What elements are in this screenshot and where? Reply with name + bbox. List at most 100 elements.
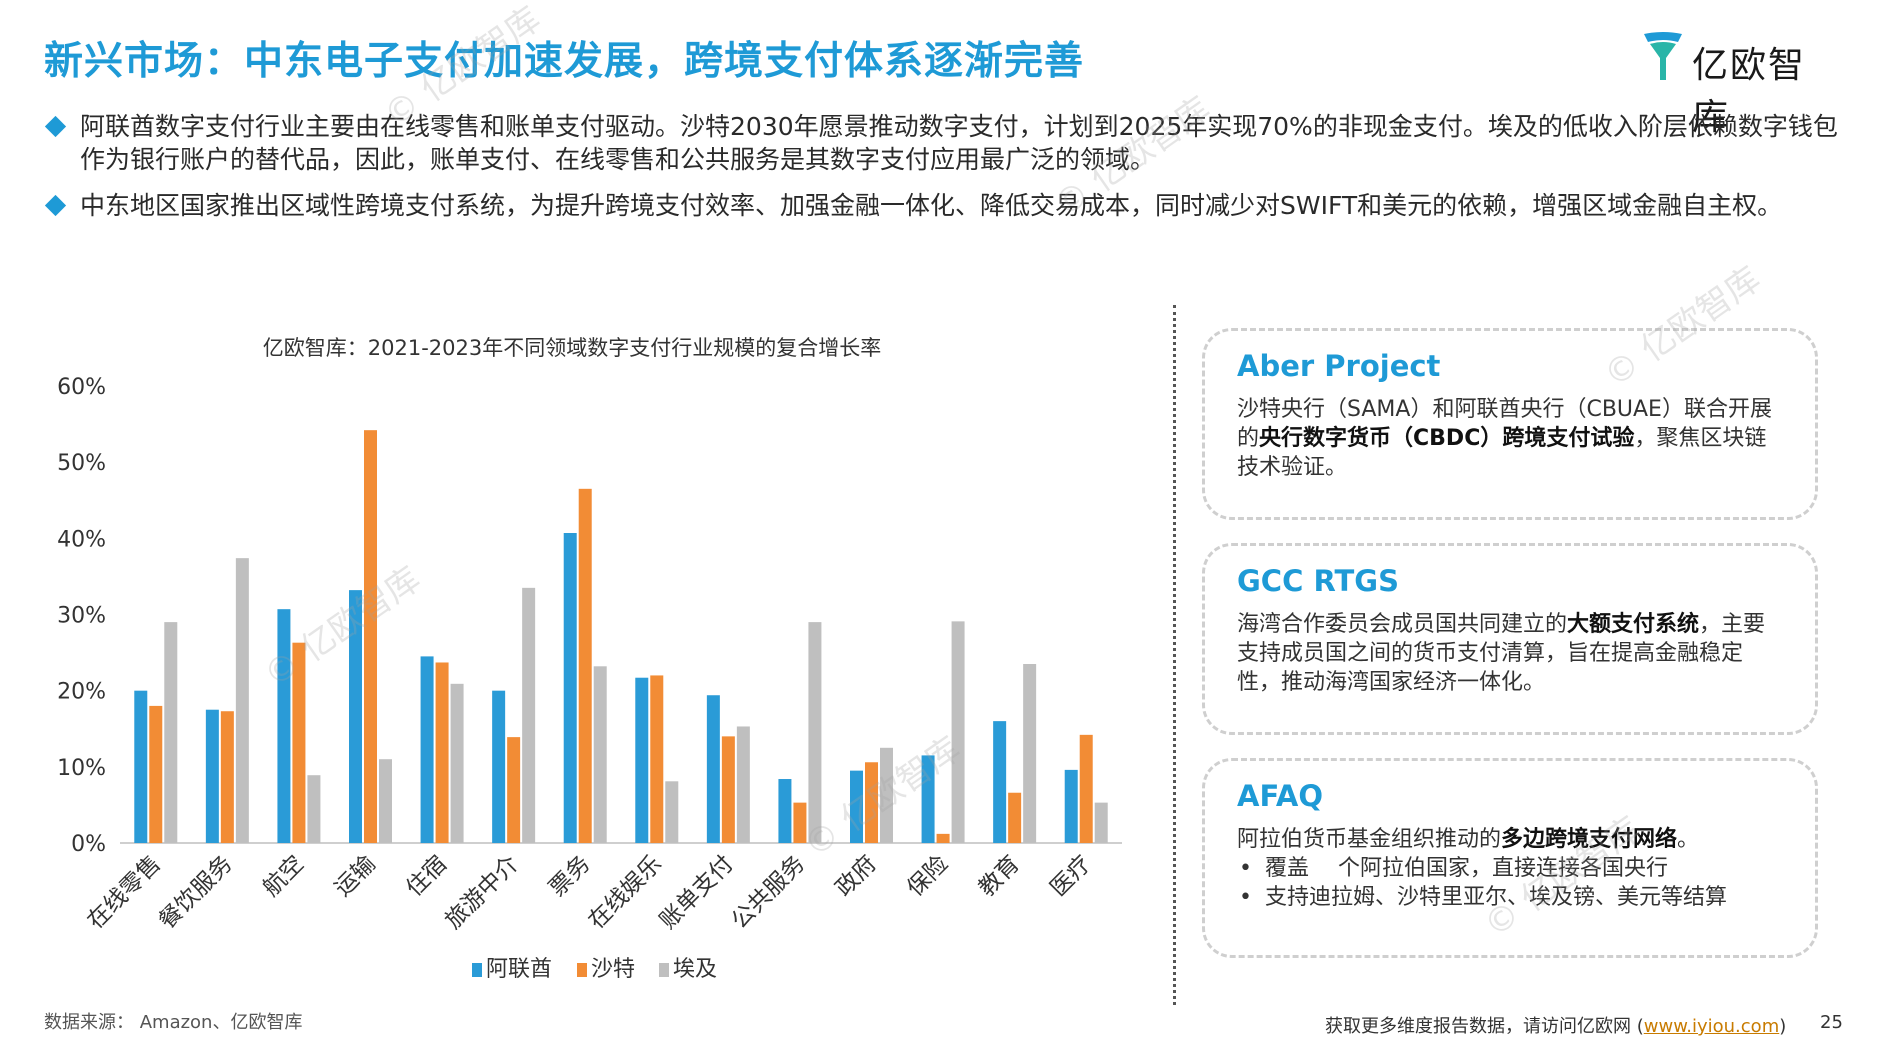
x-tick-label: 票务 [545, 851, 596, 902]
y-tick-label: 0% [71, 832, 106, 857]
card-gcc-rtgs: GCC RTGS 海湾合作委员会成员国共同建立的大额支付系统，主要支持成员国之间… [1202, 543, 1818, 735]
bar-阿联酋 [349, 590, 362, 843]
bar-沙特 [435, 662, 449, 843]
bar-埃及 [522, 587, 536, 843]
x-tick-label: 保险 [902, 851, 953, 902]
bar-阿联酋 [993, 721, 1007, 843]
vertical-divider [1173, 305, 1176, 1005]
bar-埃及 [951, 621, 965, 843]
y-tick-label: 50% [57, 451, 106, 476]
bar-沙特 [507, 737, 521, 843]
logo-text: 亿欧智库 [1692, 45, 1807, 138]
growth-rate-bar-chart: 亿欧智库：2021-2023年不同领域数字支付行业规模的复合增长率 0% 10% 2… [57, 336, 1122, 982]
website-link[interactable]: www.iyiou.com [1643, 1016, 1780, 1037]
legend-swatch [577, 963, 587, 977]
legend-swatch [659, 963, 669, 977]
bar-埃及 [593, 666, 607, 843]
chart-title: 亿欧智库：2021-2023年不同领域数字支付行业规模的复合增长率 [263, 336, 881, 360]
card-title: AFAQ [1237, 779, 1324, 813]
legend-label: 埃及 [673, 957, 717, 982]
bar-沙特 [292, 642, 306, 843]
y-tick-label: 20% [57, 680, 106, 705]
x-tick-label: 在线娱乐 [584, 851, 667, 934]
x-tick-label: 医疗 [1046, 851, 1097, 902]
card-title: GCC RTGS [1237, 564, 1399, 598]
card-list: 覆盖 个阿拉伯国家，直接连接各国央行 支持迪拉姆、沙特里亚尔、埃及镑、美元等结算 [1237, 854, 1785, 912]
chart-legend: 阿联酋 沙特 埃及 [472, 957, 717, 982]
card-title: Aber Project [1237, 349, 1441, 383]
x-tick-label: 旅游中介 [440, 851, 523, 934]
bar-沙特 [1008, 792, 1022, 843]
diamond-bullet-icon [44, 194, 67, 217]
bar-沙特 [220, 711, 234, 843]
brand-logo: 亿欧智库 [1640, 28, 1840, 138]
page-title: 新兴市场：中东电子支付加速发展，跨境支付体系逐渐完善 [44, 39, 1085, 84]
bar-埃及 [1023, 664, 1037, 843]
legend-label: 沙特 [591, 957, 635, 982]
bar-埃及 [665, 781, 679, 843]
bar-阿联酋 [850, 770, 863, 843]
bar-沙特 [721, 736, 735, 843]
legend-label: 阿联酋 [486, 957, 552, 982]
summary-bullets: 阿联酋数字支付行业主要由在线零售和账单支付驱动。沙特2030年愿景推动数字支付，… [44, 110, 1844, 235]
x-tick-label: 在线零售 [83, 851, 166, 934]
card-aber-project: Aber Project 沙特央行（SAMA）和阿联酋央行（CBUAE）联合开展… [1202, 328, 1818, 520]
bar-沙特 [650, 675, 664, 843]
card-afaq: AFAQ 阿拉伯货币基金组织推动的多边跨境支付网络。 覆盖 个阿拉伯国家，直接连… [1202, 758, 1818, 958]
card-description: 阿拉伯货币基金组织推动的多边跨境支付网络。 [1237, 827, 1700, 852]
x-tick-label: 政府 [831, 851, 882, 902]
bar-沙特 [364, 430, 377, 843]
bar-沙特 [936, 833, 950, 843]
y-tick-label: 30% [57, 604, 106, 629]
bar-埃及 [450, 683, 464, 843]
bar-阿联酋 [921, 755, 935, 843]
x-tick-label: 运输 [330, 851, 381, 902]
bar-埃及 [307, 775, 321, 843]
footer-note: 获取更多维度报告数据，请访问亿欧网 (www.iyiou.com) [1325, 1016, 1787, 1037]
bullet-item: 阿联酋数字支付行业主要由在线零售和账单支付驱动。沙特2030年愿景推动数字支付，… [44, 110, 1844, 176]
bar-阿联酋 [706, 695, 720, 843]
bar-埃及 [379, 759, 392, 843]
x-tick-label: 航空 [258, 851, 309, 902]
bars-group [134, 430, 1108, 843]
y-tick-label: 60% [57, 375, 106, 400]
bar-埃及 [235, 558, 249, 843]
bar-埃及 [1094, 802, 1108, 843]
bullet-text: 中东地区国家推出区域性跨境支付系统，为提升跨境支付效率、加强金融一体化、降低交易… [80, 191, 1783, 220]
bar-沙特 [793, 802, 807, 843]
bar-沙特 [578, 488, 592, 843]
bar-阿联酋 [134, 690, 148, 843]
data-source: 数据来源： Amazon、亿欧智库 [44, 1012, 303, 1033]
x-tick-label: 公共服务 [727, 851, 810, 934]
diamond-bullet-icon [44, 115, 67, 138]
x-tick-label: 住宿 [401, 851, 452, 902]
bar-阿联酋 [277, 609, 291, 843]
bar-阿联酋 [1064, 769, 1078, 843]
bar-阿联酋 [205, 709, 219, 843]
bar-沙特 [149, 705, 163, 843]
list-item: 支持迪拉姆、沙特里亚尔、埃及镑、美元等结算 [1237, 883, 1785, 912]
y-tick-label: 40% [57, 527, 106, 552]
bar-阿联酋 [563, 533, 577, 843]
y-axis: 0% 10% 20% 30% 40% 50% 60% [57, 375, 1122, 857]
x-tick-label: 账单支付 [655, 851, 738, 934]
x-tick-label: 教育 [974, 851, 1025, 902]
bar-沙特 [1079, 734, 1093, 843]
bullet-item: 中东地区国家推出区域性跨境支付系统，为提升跨境支付效率、加强金融一体化、降低交易… [44, 189, 1844, 222]
bar-阿联酋 [635, 677, 649, 843]
bar-埃及 [164, 622, 178, 843]
bar-阿联酋 [420, 656, 434, 843]
bar-埃及 [880, 747, 893, 843]
legend-swatch [472, 963, 482, 977]
bar-埃及 [736, 726, 750, 843]
x-tick-label: 餐饮服务 [154, 851, 237, 934]
logo-icon [1644, 32, 1682, 80]
bar-沙特 [865, 762, 878, 843]
bar-埃及 [808, 622, 822, 843]
page-number: 25 [1820, 1012, 1843, 1033]
card-description: 沙特央行（SAMA）和阿联酋央行（CBUAE）联合开展的央行数字货币（CBDC）… [1237, 397, 1772, 480]
bullet-text: 阿联酋数字支付行业主要由在线零售和账单支付驱动。沙特2030年愿景推动数字支付，… [80, 112, 1838, 174]
list-item: 覆盖 个阿拉伯国家，直接连接各国央行 [1237, 854, 1785, 883]
bar-阿联酋 [778, 779, 792, 843]
